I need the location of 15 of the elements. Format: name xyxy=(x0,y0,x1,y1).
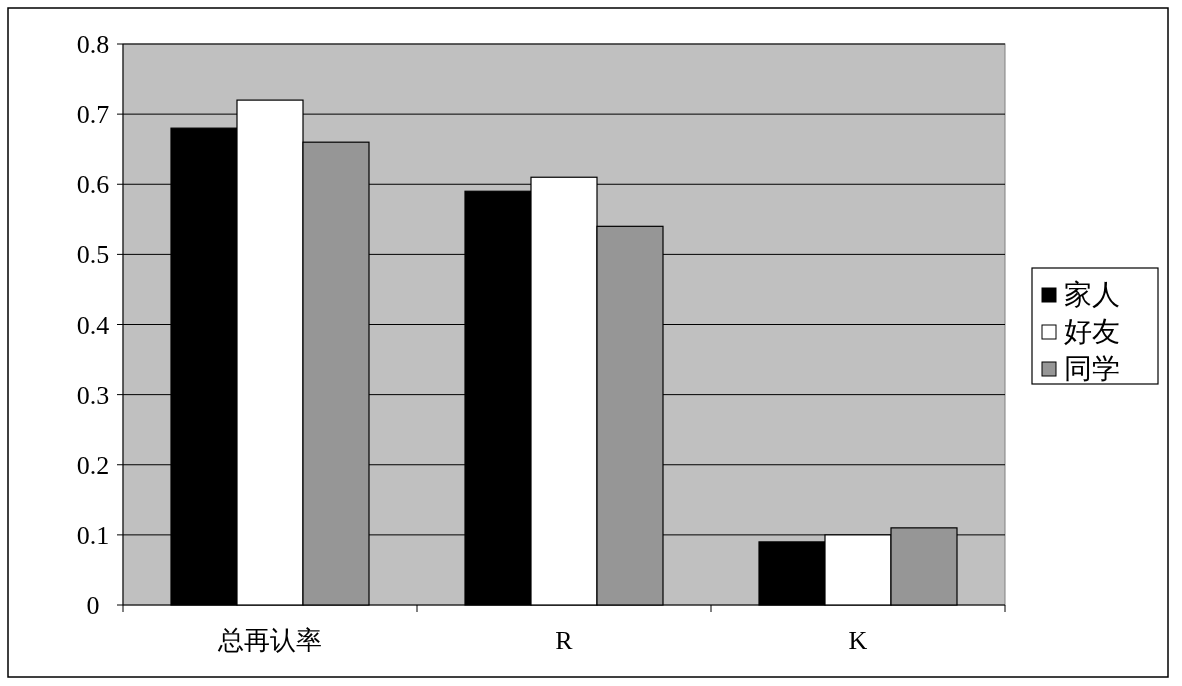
y-tick-label: 0.7 xyxy=(76,100,110,130)
y-tick-label: 0.2 xyxy=(76,450,110,480)
legend-label: 同学 xyxy=(1064,353,1120,384)
legend-label: 家人 xyxy=(1064,279,1120,310)
x-tick-label: 总再认率 xyxy=(217,626,322,655)
y-tick-label: 0.8 xyxy=(76,30,110,59)
legend-label: 好友 xyxy=(1064,316,1120,347)
y-tick-label: 0.1 xyxy=(76,520,110,550)
y-tick-label: 0.5 xyxy=(76,240,110,270)
y-tick-label: 0.4 xyxy=(76,310,110,340)
x-tick-label: K xyxy=(848,626,868,655)
y-tick-label: 0.6 xyxy=(76,170,110,200)
y-tick-label: 0.3 xyxy=(76,380,110,410)
y-tick-label: 0 xyxy=(86,591,100,620)
x-tick-label: R xyxy=(555,626,574,655)
